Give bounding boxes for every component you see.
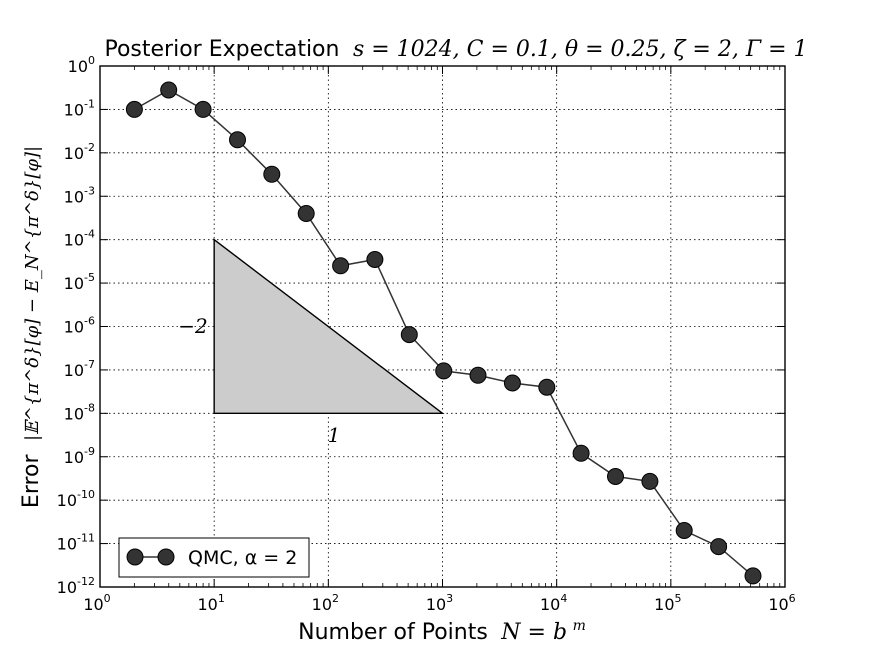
data-point	[160, 81, 178, 99]
data-point	[297, 205, 315, 222]
slope-vertical-label: −2	[178, 314, 207, 338]
data-point	[572, 444, 590, 462]
x-tick-label: 106	[768, 592, 795, 614]
legend-marker-right	[157, 548, 175, 566]
chart-title: Posterior Expectation s = 1024, C = 0.1,…	[104, 36, 807, 62]
slope-triangle-shape	[213, 238, 445, 415]
slope-triangle	[213, 238, 445, 415]
y-tick-label: 10-1	[64, 97, 95, 119]
y-tick-label: 10-12	[57, 575, 95, 597]
data-point	[710, 538, 728, 556]
axis-ticks: 100 101 102 103 104 105 106 100 10-1 10-2 10-3 10-4…	[57, 54, 796, 614]
legend: QMC, α = 2	[118, 537, 310, 578]
x-tick-label: 105	[654, 592, 681, 614]
data-point	[366, 251, 384, 268]
x-tick-label: 102	[312, 592, 339, 614]
y-axis-label: Error |𝔼^{π^δ}[φ] − E_N^{π^δ}[φ]|	[18, 146, 44, 508]
legend-label: QMC, α = 2	[188, 547, 297, 569]
x-tick-label: 103	[426, 592, 453, 614]
y-tick-label: 10-2	[64, 141, 95, 163]
data-point	[194, 100, 212, 118]
data-point	[435, 362, 453, 380]
y-tick-label: 10-3	[64, 184, 95, 206]
y-tick-label: 10-9	[64, 445, 95, 467]
y-tick-label: 10-5	[64, 271, 95, 293]
x-tick-label: 101	[197, 592, 224, 614]
legend-marker-left	[126, 548, 144, 566]
data-point	[607, 468, 624, 485]
y-tick-label: 10-4	[64, 228, 95, 250]
data-point	[503, 374, 521, 392]
data-point	[332, 257, 350, 275]
y-tick-label: 10-8	[64, 401, 95, 423]
data-point	[744, 567, 762, 585]
data-point	[400, 326, 418, 344]
data-point	[538, 378, 556, 396]
y-tick-label: 10-7	[64, 358, 95, 380]
data-point	[125, 100, 143, 118]
x-axis-label: Number of Points N = b m	[298, 618, 586, 645]
x-tick-label: 100	[83, 592, 110, 614]
data-point	[229, 131, 246, 149]
data-point	[675, 522, 693, 539]
y-tick-label: 10-10	[57, 488, 95, 510]
series-qmc	[125, 81, 762, 585]
data-point	[641, 472, 659, 490]
data-point	[469, 366, 487, 384]
y-tick-label: 10-6	[64, 315, 95, 337]
x-tick-label: 104	[540, 592, 567, 614]
y-tick-label: 100	[68, 54, 95, 76]
slope-horizontal-label: 1	[328, 423, 341, 447]
y-tick-label: 10-11	[57, 532, 95, 554]
data-point	[263, 165, 281, 183]
